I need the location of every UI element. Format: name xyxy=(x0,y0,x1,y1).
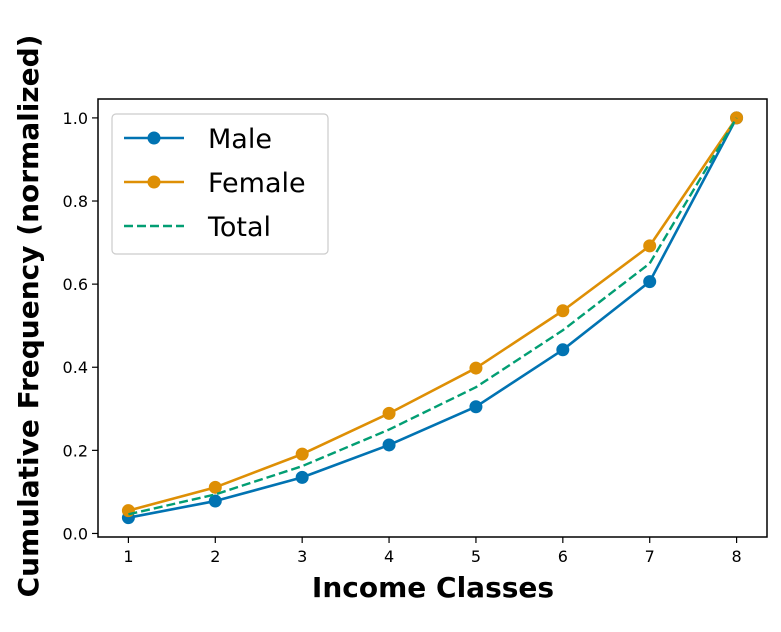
series-line-female xyxy=(128,117,738,512)
y-tick-label: 0.4 xyxy=(63,358,88,377)
x-tick-label: 4 xyxy=(384,547,394,566)
data-point-female xyxy=(643,239,657,253)
data-point-female xyxy=(121,504,135,518)
data-point-female xyxy=(382,406,396,420)
legend-item-male: Male xyxy=(124,124,272,155)
series-line-total xyxy=(128,117,738,516)
y-tick-label: 0.6 xyxy=(63,275,88,294)
data-point-female xyxy=(295,447,309,461)
legend: Male Female Total xyxy=(111,113,329,255)
axes: 1 2 3 4 5 6 7 8 0.0 0.2 0.4 0.6 0.8 1.0 xyxy=(63,98,768,566)
series-total xyxy=(128,117,738,516)
data-point-male xyxy=(643,275,657,289)
x-tick-label: 6 xyxy=(558,547,568,566)
legend-box xyxy=(111,113,329,255)
data-point-female xyxy=(208,480,222,494)
x-axis-title: Income Classes xyxy=(312,571,554,604)
x-tick-label: 8 xyxy=(731,547,741,566)
data-point-male xyxy=(469,400,483,414)
series-layer xyxy=(121,111,744,525)
legend-item-total: Total xyxy=(124,212,271,243)
x-tick-label: 7 xyxy=(645,547,655,566)
data-point-female xyxy=(730,111,744,125)
legend-label: Female xyxy=(208,168,306,199)
legend-marker xyxy=(147,175,161,189)
series-male xyxy=(121,111,744,525)
y-tick-label: 0.2 xyxy=(63,441,88,460)
legend-marker xyxy=(147,131,161,145)
y-tick-label: 1.0 xyxy=(63,109,88,128)
data-point-male xyxy=(556,343,570,357)
series-line-male xyxy=(128,117,738,519)
data-point-female xyxy=(469,361,483,375)
y-tick-label: 0.8 xyxy=(63,192,88,211)
legend-label: Male xyxy=(208,124,272,155)
y-axis-title: Cumulative Frequency (normalized) xyxy=(12,35,45,598)
x-tick-label: 1 xyxy=(123,547,133,566)
axes-frame xyxy=(97,98,768,538)
data-point-male xyxy=(208,494,222,508)
data-point-male xyxy=(382,438,396,452)
legend-item-female: Female xyxy=(124,168,306,199)
x-tick-label: 2 xyxy=(210,547,220,566)
data-point-female xyxy=(556,304,570,318)
legend-label: Total xyxy=(207,212,271,243)
y-tick-label: 0.0 xyxy=(63,524,88,543)
x-tick-label: 5 xyxy=(471,547,481,566)
data-point-male xyxy=(295,470,309,484)
x-tick-label: 3 xyxy=(297,547,307,566)
